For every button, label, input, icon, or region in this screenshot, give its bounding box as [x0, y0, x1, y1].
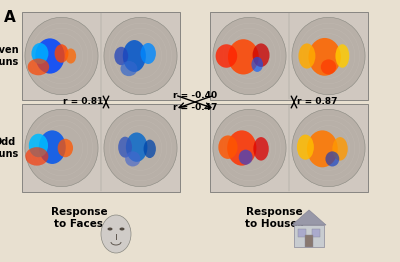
Ellipse shape: [216, 44, 237, 68]
Ellipse shape: [292, 109, 365, 187]
Ellipse shape: [140, 43, 156, 64]
Text: Response
to Houses: Response to Houses: [245, 207, 303, 229]
Ellipse shape: [321, 59, 336, 74]
Ellipse shape: [252, 43, 270, 67]
Ellipse shape: [104, 17, 177, 95]
Ellipse shape: [29, 134, 48, 157]
Bar: [312, 229, 320, 237]
Ellipse shape: [39, 130, 66, 164]
Ellipse shape: [120, 227, 124, 231]
Text: r = 0.81: r = 0.81: [63, 97, 103, 106]
Text: Odd
Runs: Odd Runs: [0, 137, 19, 159]
FancyBboxPatch shape: [210, 104, 368, 192]
Polygon shape: [292, 210, 326, 225]
FancyBboxPatch shape: [210, 12, 368, 100]
Ellipse shape: [32, 43, 48, 64]
Ellipse shape: [307, 130, 338, 167]
Ellipse shape: [125, 151, 140, 166]
Ellipse shape: [108, 227, 112, 231]
Ellipse shape: [292, 17, 365, 95]
Ellipse shape: [252, 57, 263, 72]
Text: r = 0.87: r = 0.87: [297, 97, 338, 106]
Ellipse shape: [227, 130, 256, 166]
Ellipse shape: [25, 147, 48, 166]
Bar: [294, 225, 324, 247]
Ellipse shape: [308, 38, 341, 76]
Bar: [305, 235, 313, 247]
Text: r = -0.40: r = -0.40: [173, 91, 217, 101]
Ellipse shape: [54, 44, 68, 63]
Ellipse shape: [114, 47, 128, 65]
Ellipse shape: [213, 109, 286, 187]
Ellipse shape: [101, 215, 131, 253]
Bar: [298, 229, 306, 237]
Ellipse shape: [218, 135, 238, 159]
Ellipse shape: [25, 17, 98, 95]
Text: r = -0.47: r = -0.47: [173, 103, 217, 112]
Ellipse shape: [298, 43, 316, 69]
Ellipse shape: [28, 58, 49, 75]
Text: Response
to Faces: Response to Faces: [51, 207, 107, 229]
FancyBboxPatch shape: [22, 104, 180, 192]
Ellipse shape: [297, 135, 314, 160]
Ellipse shape: [326, 151, 339, 166]
Ellipse shape: [213, 17, 286, 95]
Ellipse shape: [228, 39, 259, 74]
Text: Even
Runs: Even Runs: [0, 45, 19, 67]
Ellipse shape: [120, 61, 138, 76]
Text: A: A: [4, 10, 16, 25]
Ellipse shape: [118, 137, 132, 158]
Ellipse shape: [239, 150, 252, 165]
Ellipse shape: [144, 140, 156, 158]
Ellipse shape: [253, 137, 269, 161]
Ellipse shape: [123, 40, 146, 72]
Ellipse shape: [65, 48, 76, 64]
Ellipse shape: [25, 109, 98, 187]
Ellipse shape: [336, 44, 349, 68]
Ellipse shape: [332, 137, 348, 161]
Ellipse shape: [104, 109, 177, 187]
Ellipse shape: [58, 139, 73, 157]
Ellipse shape: [126, 133, 148, 162]
FancyBboxPatch shape: [22, 12, 180, 100]
Ellipse shape: [35, 38, 64, 74]
